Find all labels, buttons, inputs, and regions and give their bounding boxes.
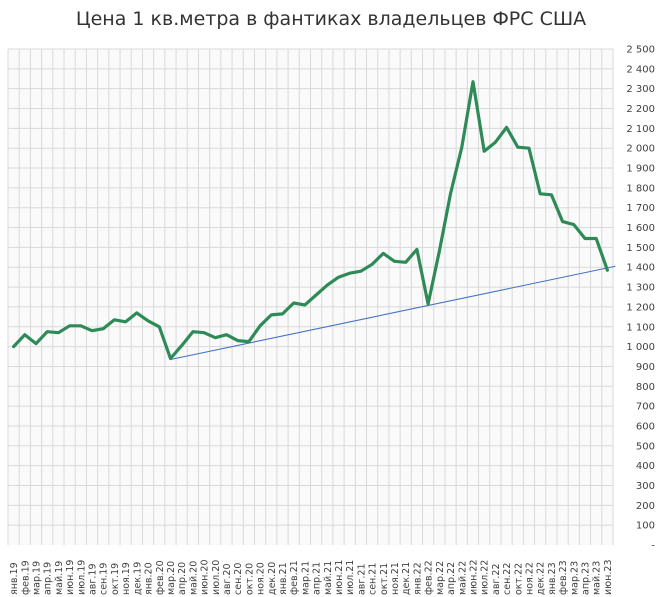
x-tick-label: дек.20 — [267, 562, 278, 595]
x-tick-label: июн.23 — [603, 560, 614, 596]
x-tick-label: окт.22 — [513, 563, 524, 595]
y-tick-label: 1 500 — [626, 243, 655, 254]
x-tick-label: дек.21 — [401, 562, 412, 595]
x-tick-label: сен.21 — [368, 563, 379, 595]
x-tick-label: апр.21 — [312, 562, 323, 595]
x-tick-label: сен.22 — [502, 563, 513, 595]
x-tick-label: янв.20 — [144, 562, 155, 595]
x-tick-label: дек.22 — [536, 562, 547, 595]
x-tick-label: фев.19 — [20, 560, 31, 595]
gridlines — [7, 48, 614, 545]
y-tick-label: 900 — [636, 362, 655, 373]
x-tick-label: мар.23 — [569, 561, 580, 595]
x-tick-label: июл.19 — [76, 560, 87, 595]
x-tick-label: дек.19 — [132, 562, 143, 595]
y-tick-label: 2 200 — [626, 104, 655, 115]
x-tick-label: июл.20 — [211, 560, 222, 595]
x-tick-label: авг.20 — [222, 563, 233, 595]
y-tick-label: 1 000 — [626, 342, 655, 353]
x-tick-label: сен.20 — [233, 563, 244, 595]
y-tick-label: 2 500 — [626, 45, 655, 56]
x-tick-label: авг.22 — [491, 563, 502, 595]
y-tick-label: 2 100 — [626, 124, 655, 135]
x-tick-label: янв.21 — [278, 562, 289, 595]
y-tick-label: 2 300 — [626, 84, 655, 95]
y-tick-label: 1 100 — [626, 322, 655, 333]
y-axis-ticks: - 100 200 300 400 500 600 700 800 900 1 000 1 100 1 … — [626, 45, 655, 552]
x-tick-label: июн.21 — [334, 560, 345, 596]
y-tick-label: 200 — [636, 501, 655, 512]
y-tick-label: 100 — [636, 521, 655, 532]
x-axis-ticks: янв.19 фев.19 мар.19 апр.19 май.19 июн.19 июл.… — [9, 560, 614, 596]
x-tick-label: сен.19 — [99, 563, 110, 595]
x-tick-label: авг.19 — [88, 563, 99, 595]
y-tick-label: 400 — [636, 461, 655, 472]
x-tick-label: мар.19 — [32, 561, 43, 595]
x-tick-label: июн.22 — [468, 560, 479, 596]
y-tick-label: 1 600 — [626, 223, 655, 234]
x-tick-label: фев.20 — [155, 560, 166, 595]
x-tick-label: апр.20 — [177, 562, 188, 595]
y-tick-label: 500 — [636, 441, 655, 452]
x-tick-label: окт.19 — [110, 563, 121, 595]
x-tick-label: окт.20 — [244, 563, 255, 595]
x-tick-label: май.20 — [188, 561, 199, 595]
x-tick-label: ноя.22 — [524, 562, 535, 595]
x-tick-label: июл.22 — [480, 560, 491, 595]
x-tick-label: мар.22 — [435, 561, 446, 595]
x-tick-label: мар.20 — [166, 561, 177, 595]
x-tick-label: окт.21 — [379, 563, 390, 595]
y-tick-label: - — [651, 541, 655, 552]
y-tick-label: 600 — [636, 421, 655, 432]
chart-title: Цена 1 кв.метра в фантиках владельцев ФР… — [75, 8, 587, 30]
y-tick-label: 300 — [636, 481, 655, 492]
y-tick-label: 1 400 — [626, 263, 655, 274]
x-tick-label: янв.19 — [9, 562, 20, 595]
y-tick-label: 700 — [636, 402, 655, 413]
x-tick-label: май.21 — [323, 561, 334, 595]
price-series-line — [12, 80, 610, 361]
y-tick-label: 800 — [636, 382, 655, 393]
x-tick-label: апр.22 — [446, 562, 457, 595]
x-tick-label: июн.20 — [200, 560, 211, 596]
trend-line — [170, 265, 616, 361]
x-tick-label: фев.22 — [424, 560, 435, 595]
x-tick-label: авг.21 — [356, 563, 367, 595]
y-tick-label: 1 800 — [626, 183, 655, 194]
x-tick-label: май.23 — [592, 561, 603, 595]
x-tick-label: май.19 — [54, 561, 65, 595]
x-tick-label: июн.19 — [65, 560, 76, 596]
x-tick-label: мар.21 — [300, 561, 311, 595]
x-tick-label: ноя.20 — [256, 562, 267, 595]
y-tick-label: 2 400 — [626, 64, 655, 75]
y-tick-label: 1 900 — [626, 164, 655, 175]
x-tick-label: янв.22 — [412, 562, 423, 595]
x-tick-label: май.22 — [457, 561, 468, 595]
y-tick-label: 2 000 — [626, 144, 655, 155]
x-tick-label: ноя.21 — [390, 562, 401, 595]
x-tick-label: ноя.19 — [121, 562, 132, 595]
x-tick-label: апр.23 — [580, 562, 591, 595]
y-tick-label: 1 200 — [626, 302, 655, 313]
y-tick-label: 1 300 — [626, 283, 655, 294]
x-tick-label: апр.19 — [43, 562, 54, 595]
x-tick-label: фев.21 — [289, 560, 300, 595]
x-tick-label: янв.23 — [547, 562, 558, 595]
x-tick-label: фев.23 — [558, 560, 569, 595]
x-tick-label: июл.21 — [345, 560, 356, 595]
y-tick-label: 1 700 — [626, 203, 655, 214]
